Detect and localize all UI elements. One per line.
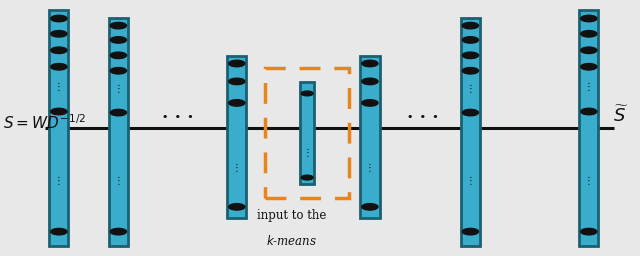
Text: · · ·: · · · (162, 109, 194, 127)
Text: $S = WD^{-1/2}$: $S = WD^{-1/2}$ (3, 113, 86, 132)
Circle shape (51, 47, 67, 54)
Circle shape (462, 52, 479, 59)
Text: · · ·: · · · (406, 109, 438, 127)
Circle shape (580, 47, 597, 54)
Circle shape (51, 108, 67, 115)
Circle shape (110, 52, 127, 59)
Circle shape (228, 100, 245, 106)
Circle shape (228, 60, 245, 67)
Circle shape (580, 108, 597, 115)
Bar (300, 82, 314, 184)
Circle shape (362, 60, 378, 67)
Circle shape (301, 175, 313, 180)
Circle shape (301, 91, 313, 96)
Text: ⋮: ⋮ (584, 82, 594, 92)
Text: ⋮: ⋮ (302, 148, 312, 158)
Circle shape (228, 78, 245, 85)
Circle shape (228, 204, 245, 210)
Circle shape (110, 37, 127, 43)
Bar (109, 18, 128, 246)
Circle shape (580, 30, 597, 37)
Circle shape (580, 15, 597, 22)
Circle shape (462, 68, 479, 74)
Text: ⋮: ⋮ (465, 176, 476, 186)
Bar (227, 56, 246, 218)
Circle shape (51, 228, 67, 235)
Bar (579, 10, 598, 246)
Bar (49, 10, 68, 246)
Circle shape (362, 204, 378, 210)
Bar (461, 18, 480, 246)
Text: $\widetilde{S}$: $\widetilde{S}$ (613, 105, 628, 126)
Text: ⋮: ⋮ (584, 176, 594, 186)
Circle shape (580, 63, 597, 70)
Circle shape (51, 30, 67, 37)
Text: $k$-means: $k$-means (266, 234, 317, 248)
Circle shape (462, 23, 479, 29)
Text: ⋮: ⋮ (365, 163, 375, 173)
Text: ⋮: ⋮ (232, 163, 242, 173)
Bar (360, 56, 380, 218)
Circle shape (110, 23, 127, 29)
Circle shape (362, 100, 378, 106)
Circle shape (110, 228, 127, 235)
Circle shape (580, 228, 597, 235)
Circle shape (462, 228, 479, 235)
Text: input to the: input to the (257, 209, 326, 222)
Text: ⋮: ⋮ (54, 82, 64, 92)
Circle shape (51, 15, 67, 22)
Circle shape (110, 109, 127, 116)
Text: ⋮: ⋮ (465, 84, 476, 94)
Circle shape (110, 68, 127, 74)
Circle shape (462, 109, 479, 116)
Text: ⋮: ⋮ (54, 176, 64, 186)
Circle shape (462, 37, 479, 43)
Text: ⋮: ⋮ (113, 84, 124, 94)
Text: ⋮: ⋮ (113, 176, 124, 186)
Circle shape (362, 78, 378, 85)
Circle shape (51, 63, 67, 70)
